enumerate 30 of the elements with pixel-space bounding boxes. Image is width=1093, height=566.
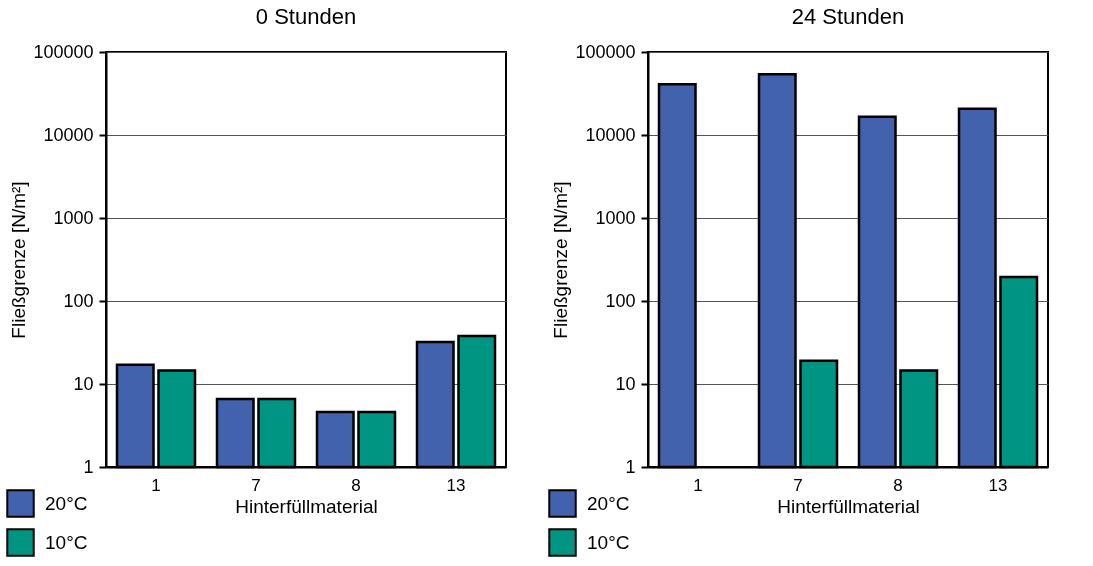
x-tick-label: 13	[446, 475, 466, 495]
legend-label: 10°C	[587, 531, 630, 553]
y-tick-label: 1	[625, 456, 636, 477]
y-tick-label: 100000	[575, 41, 636, 62]
chart-title: 24 Stunden	[791, 4, 905, 29]
y-tick-label: 10	[615, 373, 636, 394]
x-tick-label: 8	[893, 475, 903, 495]
y-tick-label: 100	[605, 290, 636, 311]
x-axis-title: Hinterfüllmaterial	[235, 495, 378, 517]
y-tick-label: 10	[73, 373, 94, 394]
x-tick-label: 7	[251, 475, 261, 495]
x-tick-label: 1	[151, 475, 161, 495]
legend-label: 20°C	[45, 492, 88, 514]
x-tick-label: 1	[693, 475, 703, 495]
y-tick-label: 100000	[33, 41, 94, 62]
y-tick-label: 10000	[585, 124, 636, 145]
y-tick-label: 10000	[43, 124, 94, 145]
x-tick-label: 8	[351, 475, 361, 495]
x-tick-label: 7	[793, 475, 803, 495]
legend-label: 20°C	[587, 492, 630, 514]
y-tick-label: 100	[63, 290, 94, 311]
x-axis-title: Hinterfüllmaterial	[777, 495, 920, 517]
chart-title: 0 Stunden	[255, 4, 357, 29]
x-tick-label: 13	[988, 475, 1008, 495]
y-axis-title: Fließgrenze [N/m²]	[550, 181, 572, 339]
y-tick-label: 1	[83, 456, 94, 477]
y-axis-title: Fließgrenze [N/m²]	[8, 181, 30, 339]
y-tick-label: 1000	[53, 207, 94, 228]
y-tick-label: 1000	[595, 207, 636, 228]
legend-label: 10°C	[45, 531, 88, 553]
